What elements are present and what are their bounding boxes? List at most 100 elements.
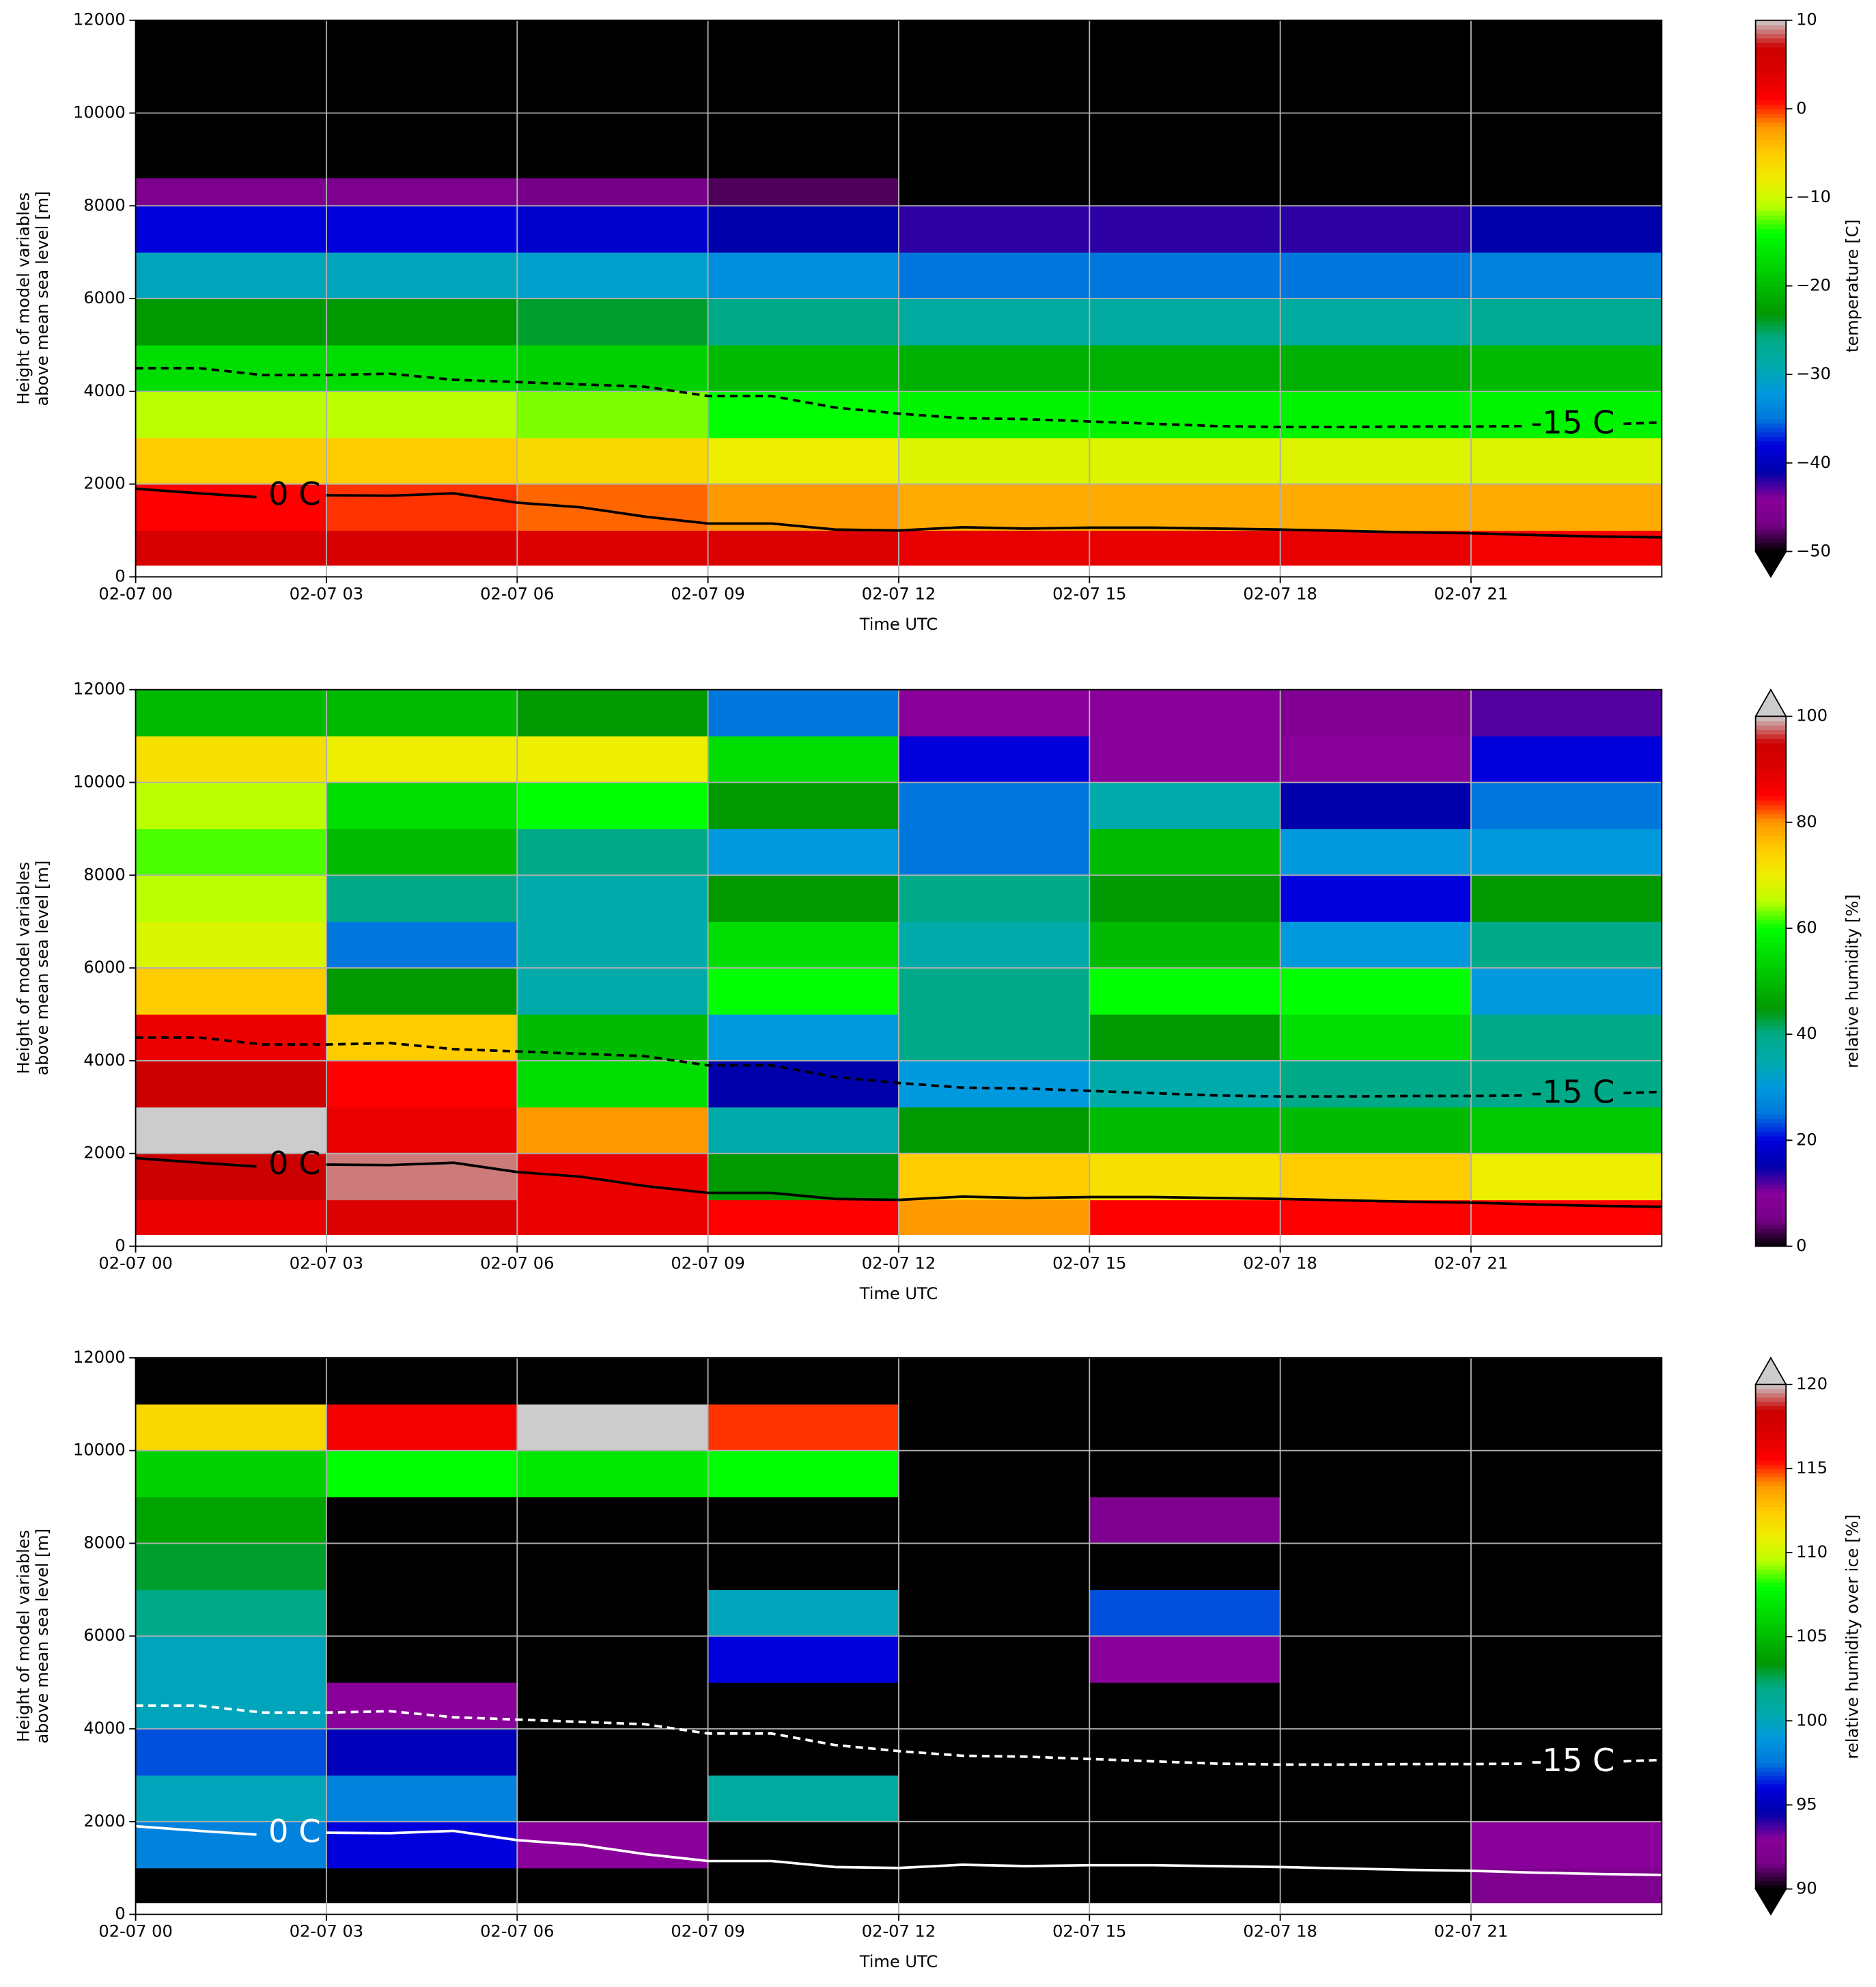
heatmap-cell <box>326 1636 518 1683</box>
colorbar-swatch <box>1755 875 1787 880</box>
colorbar-swatch <box>1755 1498 1787 1503</box>
heatmap-cell <box>898 206 1090 253</box>
colorbar-swatch <box>1755 1729 1787 1734</box>
heatmap-cell <box>708 1199 899 1236</box>
colorbar-swatch <box>1755 742 1787 748</box>
heatmap-cell <box>1470 1821 1662 1869</box>
heatmap-cell <box>326 1357 518 1405</box>
x-tick-label: 02-07 21 <box>1434 584 1508 603</box>
colorbar-swatch <box>1755 906 1787 911</box>
heatmap-cell <box>1280 178 1472 206</box>
y-tick-label: 2000 <box>83 1143 125 1163</box>
colorbar-swatch <box>1755 462 1787 468</box>
colorbar-tick-label: 0 <box>1796 98 1806 117</box>
colorbar-swatch <box>1755 848 1787 854</box>
colorbar-swatch <box>1755 954 1787 960</box>
heatmap-cell <box>1280 1775 1472 1822</box>
colorbar-swatch <box>1755 1140 1787 1145</box>
heatmap-cell <box>517 345 709 392</box>
colorbar-swatch <box>1755 1012 1787 1018</box>
colorbar-swatch <box>1755 1569 1787 1574</box>
colorbar-swatch <box>1755 223 1787 230</box>
colorbar-swatch <box>1755 20 1787 25</box>
colorbar-swatch <box>1755 259 1787 264</box>
y-axis-label: Height of model variables <box>14 862 33 1074</box>
colorbar-swatch <box>1755 1872 1787 1877</box>
colorbar-swatch <box>1755 1388 1787 1393</box>
colorbar-swatch <box>1755 77 1787 83</box>
colorbar-swatch <box>1755 911 1787 916</box>
colorbar-swatch <box>1755 86 1787 92</box>
colorbar-swatch <box>1755 241 1787 247</box>
colorbar-swatch <box>1755 787 1787 792</box>
colorbar-swatch <box>1755 33 1787 39</box>
colorbar-swatch <box>1755 436 1787 442</box>
heatmap-cell <box>1089 345 1281 392</box>
heatmap-cell <box>326 1682 518 1729</box>
colorbar-swatch <box>1755 1830 1787 1835</box>
heatmap-cell <box>326 484 518 531</box>
heatmap-cell <box>1089 1821 1281 1869</box>
heatmap-cell <box>1470 968 1662 1015</box>
heatmap-cell <box>517 1357 709 1405</box>
heatmap-cell <box>1280 1543 1472 1590</box>
colorbar-swatch <box>1755 1237 1787 1242</box>
colorbar-swatch <box>1755 1506 1787 1512</box>
colorbar-swatch <box>1755 348 1787 353</box>
heatmap-cell <box>898 1153 1090 1201</box>
colorbar-swatch <box>1755 405 1787 411</box>
y-tick-label: 10000 <box>73 1441 126 1460</box>
x-tick-label: 02-07 03 <box>290 1922 363 1941</box>
heatmap-cell <box>135 1867 327 1904</box>
heatmap-cell <box>898 178 1090 206</box>
heatmap-cell <box>898 1357 1090 1405</box>
colorbar-swatch <box>1755 981 1787 986</box>
colorbar-tick-label: 100 <box>1796 1710 1828 1729</box>
colorbar-swatch <box>1755 1149 1787 1154</box>
heatmap-cell <box>1470 782 1662 829</box>
colorbar-swatch <box>1755 46 1787 52</box>
colorbar-swatch <box>1755 1620 1787 1625</box>
colorbar-swatch <box>1755 893 1787 898</box>
colorbar-swatch <box>1755 1176 1787 1181</box>
colorbar-swatch <box>1755 1662 1787 1667</box>
colorbar-swatch <box>1755 1514 1787 1520</box>
colorbar-swatch <box>1755 68 1787 74</box>
colorbar-swatch <box>1755 1113 1787 1119</box>
colorbar-tick-label: 105 <box>1796 1626 1828 1645</box>
colorbar-swatch <box>1755 1653 1787 1658</box>
colorbar-swatch <box>1755 277 1787 282</box>
heatmap-cell <box>135 736 327 783</box>
colorbar-swatch <box>1755 1413 1787 1419</box>
heatmap-cell <box>1089 875 1281 922</box>
colorbar-swatch <box>1755 290 1787 296</box>
colorbar-swatch <box>1755 782 1787 788</box>
heatmap-cell <box>135 1775 327 1822</box>
colorbar-swatch <box>1755 884 1787 889</box>
colorbar-swatch <box>1755 370 1787 375</box>
colorbar-swatch <box>1755 171 1787 176</box>
y-tick-label: 4000 <box>83 1719 125 1738</box>
x-tick-label: 02-07 18 <box>1243 1922 1317 1941</box>
colorbar-swatch <box>1755 298 1787 305</box>
colorbar-swatch <box>1755 471 1787 477</box>
colorbar-swatch <box>1755 1746 1787 1751</box>
heatmap-cell <box>1089 1060 1281 1108</box>
y-tick-label: 6000 <box>83 958 125 977</box>
heatmap-cell <box>1280 1107 1472 1154</box>
colorbar-swatch <box>1755 1813 1787 1818</box>
colorbar-swatch <box>1755 972 1787 977</box>
colorbar-swatch <box>1755 866 1787 872</box>
heatmap-cell <box>1470 178 1662 206</box>
heatmap-cell <box>326 1867 518 1904</box>
colorbar-swatch <box>1755 1838 1787 1844</box>
colorbar-swatch <box>1755 923 1787 929</box>
colorbar-swatch <box>1755 113 1787 119</box>
heatmap-cell <box>708 20 899 179</box>
colorbar-swatch <box>1755 273 1787 278</box>
colorbar-swatch <box>1755 1518 1787 1524</box>
heatmap-cell <box>1470 875 1662 922</box>
colorbar-swatch <box>1755 1158 1787 1163</box>
heatmap-cell <box>1089 1014 1281 1061</box>
heatmap-cell <box>1280 875 1472 922</box>
